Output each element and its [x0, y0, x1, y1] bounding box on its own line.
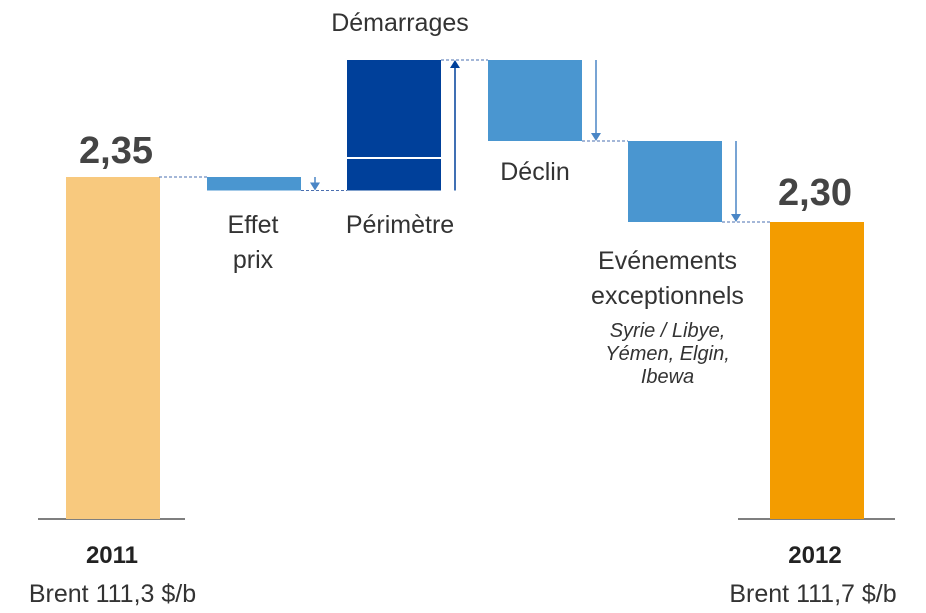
arrow-head: [450, 60, 460, 68]
step-label: Démarrages: [331, 9, 469, 37]
category-label: 2011: [85, 542, 139, 569]
bar: [347, 159, 441, 191]
bar: [488, 60, 582, 141]
bar: [207, 177, 301, 191]
step-note: Syrie / Libye, Yémen, Elgin, Ibewa: [605, 320, 730, 388]
step-label: Effet prix: [227, 211, 279, 274]
subtitle: Brent 111,3 $/b: [28, 580, 197, 608]
bar: [770, 222, 864, 519]
arrow-head: [310, 182, 320, 191]
step-label: Evénements exceptionnels: [591, 247, 744, 310]
step-label: Déclin: [500, 158, 570, 186]
bar: [66, 177, 160, 519]
value-label: 2,30: [778, 172, 852, 214]
category-label: 2012: [788, 542, 842, 569]
subtitle: Brent 111,7 $/b: [729, 580, 897, 608]
arrow-head: [591, 133, 601, 141]
value-label: 2,35: [79, 130, 153, 172]
arrow-head: [731, 214, 741, 222]
bar: [347, 60, 441, 157]
bar: [628, 141, 722, 222]
step-label: Périmètre: [345, 211, 455, 239]
